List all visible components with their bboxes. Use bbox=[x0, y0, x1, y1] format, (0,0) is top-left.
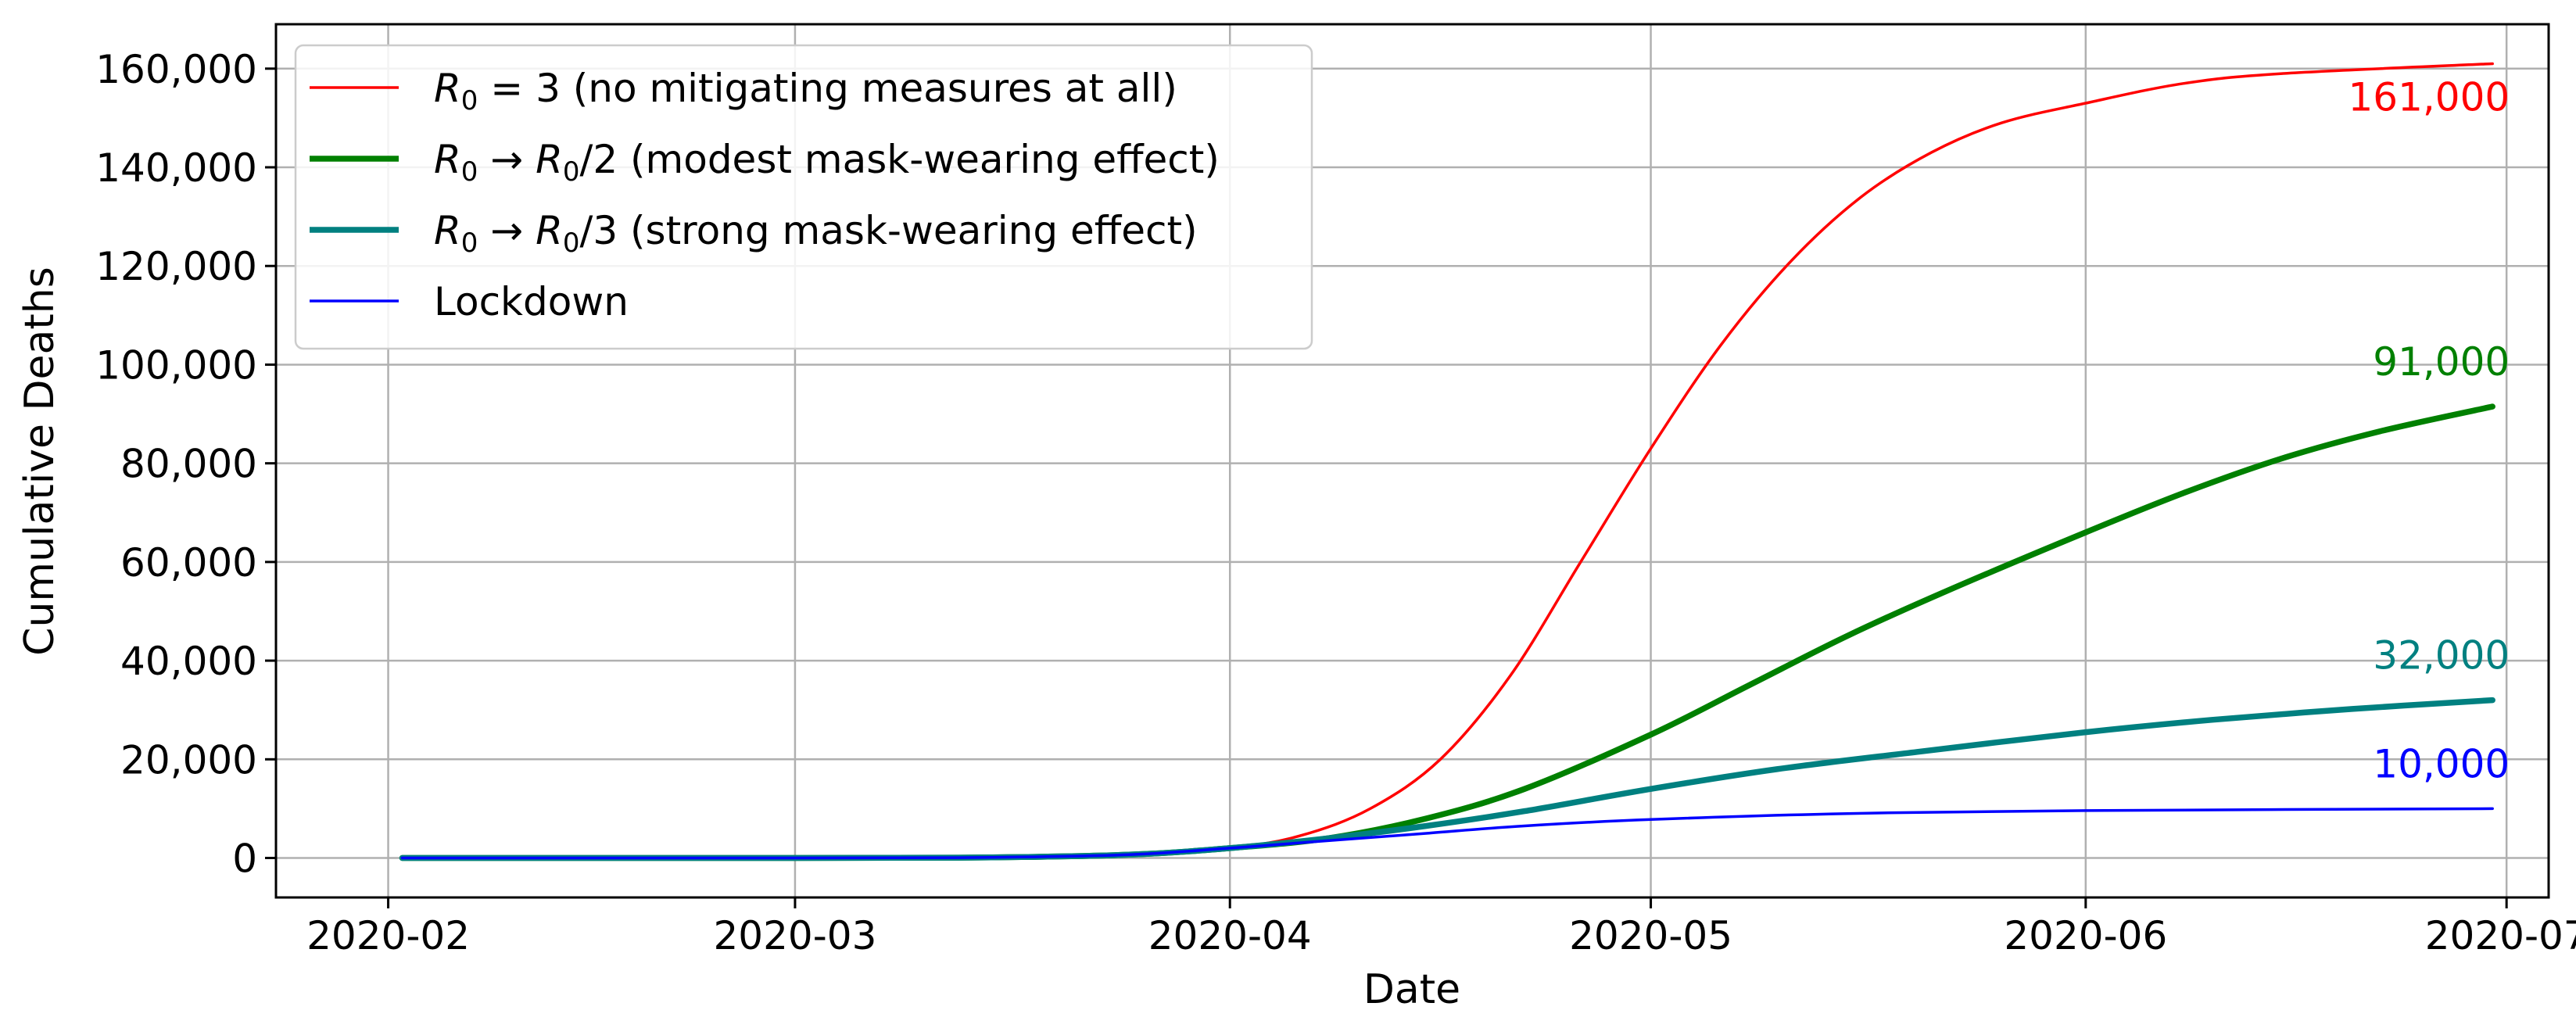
x-tick-label: 2020-04 bbox=[1148, 913, 1312, 958]
legend-entry-2: R0 → R0/2 (modest mask-wearing effect) bbox=[434, 137, 1220, 188]
x-tick-label: 2020-02 bbox=[306, 913, 470, 958]
y-axis: 0 20,000 40,000 60,000 80,000 100,000 120,000 1… bbox=[95, 47, 276, 882]
end-label-series-1: 161,000 bbox=[2348, 74, 2510, 120]
y-tick-label: 160,000 bbox=[95, 47, 257, 92]
end-label-series-2: 91,000 bbox=[2373, 339, 2510, 385]
legend-box bbox=[294, 44, 1313, 350]
legend: R0 = 3 (no mitigating measures at all) R0… bbox=[294, 44, 1313, 350]
legend-entry-1: R0 = 3 (no mitigating measures at all) bbox=[434, 66, 1177, 116]
end-labels: 161,000 91,000 32,000 10,000 bbox=[2348, 74, 2510, 786]
series-layer bbox=[399, 62, 2495, 861]
y-tick-label: 140,000 bbox=[95, 145, 257, 191]
y-tick-label: 0 bbox=[232, 836, 257, 882]
x-tick-label: 2020-03 bbox=[713, 913, 876, 958]
y-tick-label: 120,000 bbox=[95, 244, 257, 289]
x-tick-label: 2020-05 bbox=[1569, 913, 1732, 958]
end-label-series-4: 10,000 bbox=[2373, 741, 2510, 786]
y-tick-label: 80,000 bbox=[120, 442, 257, 487]
end-label-series-3: 32,000 bbox=[2373, 633, 2510, 679]
x-axis: 2020-02 2020-03 2020-04 2020-05 2020-06 2020-… bbox=[306, 897, 2576, 958]
plot-frame bbox=[274, 23, 2550, 899]
x-axis-title: Date bbox=[1363, 966, 1460, 1013]
y-tick-label: 100,000 bbox=[95, 342, 257, 388]
legend-entry-3: R0 → R0/3 (strong mask-wearing effect) bbox=[434, 208, 1198, 259]
y-tick-label: 20,000 bbox=[120, 737, 257, 783]
legend-entry-4: Lockdown bbox=[434, 279, 629, 324]
y-tick-label: 60,000 bbox=[120, 540, 257, 586]
y-tick-label: 40,000 bbox=[120, 639, 257, 684]
y-axis-title: Cumulative Deaths bbox=[16, 267, 63, 656]
x-tick-label: 2020-06 bbox=[2004, 913, 2167, 958]
x-tick-label: 2020-07 bbox=[2425, 913, 2576, 958]
series-line-4 bbox=[400, 807, 2494, 860]
